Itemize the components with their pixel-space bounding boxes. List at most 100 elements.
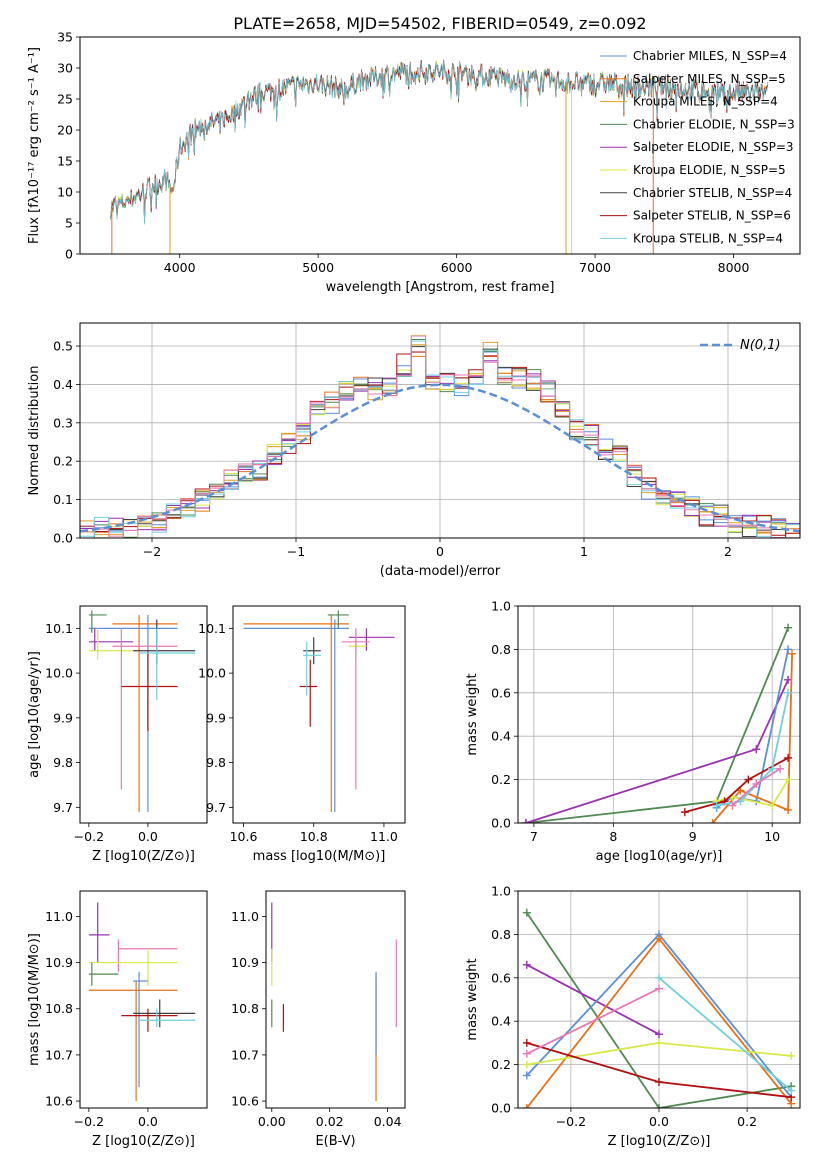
y-tick-label: 10.1 xyxy=(198,621,226,636)
y-tick-label: 10.1 xyxy=(45,621,73,636)
y-tick-label: 1.0 xyxy=(491,599,511,614)
axes-frame xyxy=(79,322,801,539)
x-tick-label: 8000 xyxy=(718,260,750,275)
x-tick-label: 7000 xyxy=(579,260,611,275)
weight-line xyxy=(711,653,793,823)
x-tick-label: −2 xyxy=(143,544,161,559)
x-axis-label: mass [log10(M/M⊙)] xyxy=(253,849,386,864)
x-tick-label: 2 xyxy=(724,544,732,559)
x-tick-label: −0.2 xyxy=(74,829,104,844)
histogram-series xyxy=(80,334,800,538)
x-tick-label: −0.2 xyxy=(556,1114,586,1129)
x-tick-label: 9 xyxy=(689,829,697,844)
y-tick-label: 25 xyxy=(57,92,73,107)
y-tick-label: 10.7 xyxy=(231,1047,259,1062)
x-tick-label: 0.04 xyxy=(374,1114,402,1129)
x-tick-label: −1 xyxy=(287,544,305,559)
age-vs-mass-panel: 10.6 10.8 11.0 9.7 9.8 9.9 10.0 10.1 mass [log10… xyxy=(198,605,406,864)
x-tick-label: 0.2 xyxy=(737,1114,757,1129)
y-tick-label: 10.7 xyxy=(45,1047,73,1062)
weight-vs-age-panel: 7 8 9 10 0.0 0.2 0.4 0.6 0.8 1.0 age [log10(age/yr… xyxy=(465,599,801,864)
x-axis-label: Z [log10(Z/Z⊙)] xyxy=(92,1134,195,1149)
y-tick-label: 5 xyxy=(65,216,73,231)
x-axis-label: Z [log10(Z/Z⊙)] xyxy=(92,849,195,864)
y-tick-label: 9.7 xyxy=(53,800,73,815)
y-tick-label: 0.3 xyxy=(53,415,73,430)
mass-vs-z-panel: −0.2 0.0 10.6 10.7 10.8 10.9 11.0 Z [log10(Z/Z⊙… xyxy=(27,890,208,1149)
axes-frame xyxy=(265,890,406,1109)
y-tick-label: 0.2 xyxy=(491,1057,511,1072)
y-tick-label: 0.8 xyxy=(491,927,511,942)
y-tick-label: 30 xyxy=(57,61,73,76)
weight-vs-z-panel: −0.2 0.0 0.2 0.0 0.2 0.4 0.6 0.8 1.0 Z [log10(Z/Z… xyxy=(465,884,801,1149)
axes-frame xyxy=(79,605,208,824)
y-axis-label: age [log10(age/yr)] xyxy=(27,651,42,778)
x-tick-label: 0.0 xyxy=(138,1114,158,1129)
errorbars xyxy=(88,902,196,1102)
legend-label: Kroupa STELIB, N_SSP=4 xyxy=(633,231,783,245)
y-tick-label: 1.0 xyxy=(491,884,511,899)
x-axis-label: Z [log10(Z/Z⊙)] xyxy=(608,1134,711,1149)
x-tick-label: 5000 xyxy=(302,260,334,275)
y-tick-label: 10.6 xyxy=(231,1094,259,1109)
y-tick-label: 0.2 xyxy=(53,454,73,469)
y-tick-label: 15 xyxy=(57,154,73,169)
y-axis-label: mass weight xyxy=(465,673,480,755)
x-tick-label: 6000 xyxy=(441,260,473,275)
y-tick-label: 10.0 xyxy=(45,666,73,681)
mass-vs-ebv-panel: 0.00 0.02 0.04 10.6 10.7 10.8 10.9 11.0 E(B-V) xyxy=(231,890,406,1149)
y-tick-label: 11.0 xyxy=(45,909,73,924)
y-tick-label: 0.2 xyxy=(491,772,511,787)
x-tick-label: 10 xyxy=(764,829,780,844)
y-tick-label: 0.0 xyxy=(53,531,73,546)
weight-series xyxy=(521,623,797,823)
y-tick-label: 20 xyxy=(57,123,73,138)
y-tick-label: 10.9 xyxy=(231,955,259,970)
axes-frame xyxy=(517,890,801,1109)
spectrum-panel: 4000 5000 6000 7000 8000 0 5 10 15 20 25 30 35 wavele… xyxy=(27,30,801,295)
errorbars xyxy=(243,610,395,812)
x-tick-label: 4000 xyxy=(164,260,196,275)
y-tick-label: 0.6 xyxy=(491,970,511,985)
legend-label: Kroupa MILES, N_SSP=4 xyxy=(633,95,778,109)
legend-label: N(0,1) xyxy=(740,338,781,353)
legend-label: Salpeter ELODIE, N_SSP=3 xyxy=(633,140,794,154)
figure-title: PLATE=2658, MJD=54502, FIBERID=0549, z=0… xyxy=(233,14,646,33)
x-tick-label: 10.8 xyxy=(300,829,328,844)
x-tick-label: 8 xyxy=(609,829,617,844)
y-tick-label: 9.9 xyxy=(206,710,226,725)
x-tick-label: 7 xyxy=(530,829,538,844)
weight-line xyxy=(525,679,789,823)
x-axis-label: E(B-V) xyxy=(315,1134,355,1149)
y-tick-label: 0.4 xyxy=(53,377,73,392)
weight-line xyxy=(526,964,660,1035)
y-tick-label: 0 xyxy=(65,247,73,262)
residuals-panel: −2 −1 0 1 2 0.0 0.1 0.2 0.3 0.4 0.5 (data-model)/er… xyxy=(27,322,801,579)
y-tick-label: 10.8 xyxy=(45,1001,73,1016)
legend-label: Salpeter STELIB, N_SSP=6 xyxy=(633,209,791,223)
spectrum-lines xyxy=(110,59,768,254)
x-tick-label: 0 xyxy=(436,544,444,559)
errorbars xyxy=(271,902,397,1102)
axes-frame xyxy=(517,605,801,824)
y-tick-label: 0.6 xyxy=(491,685,511,700)
x-axis-label: wavelength [Angstrom, rest frame] xyxy=(326,280,555,295)
histogram-line xyxy=(80,334,800,538)
legend-label: Salpeter MILES, N_SSP=5 xyxy=(633,72,786,86)
x-tick-label: 0.0 xyxy=(138,829,158,844)
axes-frame xyxy=(79,36,801,255)
legend-label: Chabrier MILES, N_SSP=4 xyxy=(633,49,787,63)
spectrum-line xyxy=(110,60,768,225)
y-tick-label: 9.7 xyxy=(206,800,226,815)
x-tick-label: 0.02 xyxy=(316,1114,344,1129)
weight-line xyxy=(526,912,792,1108)
y-tick-label: 0.1 xyxy=(53,492,73,507)
errorbars xyxy=(88,610,196,812)
x-tick-label: 0.0 xyxy=(649,1114,669,1129)
y-tick-label: 10.8 xyxy=(231,1001,259,1016)
x-tick-label: 10.6 xyxy=(230,829,258,844)
y-tick-label: 9.9 xyxy=(53,710,73,725)
y-tick-label: 9.8 xyxy=(53,755,73,770)
y-axis-label: mass [log10(M/M⊙)] xyxy=(27,933,42,1066)
x-axis-label: (data-model)/error xyxy=(380,564,501,579)
